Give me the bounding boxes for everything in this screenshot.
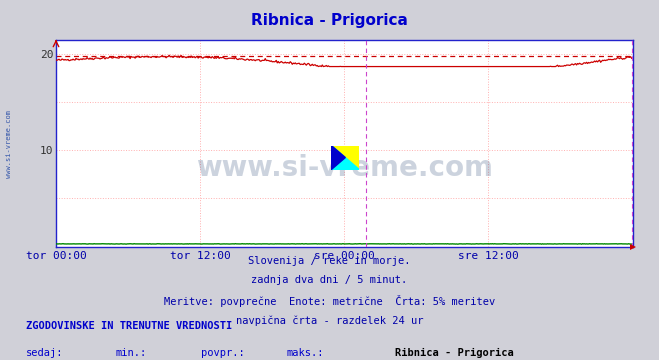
Text: maks.:: maks.: — [287, 348, 324, 358]
Text: www.si-vreme.com: www.si-vreme.com — [5, 110, 12, 178]
Text: navpična črta - razdelek 24 ur: navpična črta - razdelek 24 ur — [236, 315, 423, 325]
Text: Slovenija / reke in morje.: Slovenija / reke in morje. — [248, 256, 411, 266]
Text: zadnja dva dni / 5 minut.: zadnja dva dni / 5 minut. — [251, 275, 408, 285]
Text: sedaj:: sedaj: — [26, 348, 64, 358]
Text: min.:: min.: — [115, 348, 146, 358]
Text: www.si-vreme.com: www.si-vreme.com — [196, 154, 493, 182]
Text: Ribnica - Prigorica: Ribnica - Prigorica — [395, 348, 514, 358]
Text: povpr.:: povpr.: — [201, 348, 244, 358]
Text: ZGODOVINSKE IN TRENUTNE VREDNOSTI: ZGODOVINSKE IN TRENUTNE VREDNOSTI — [26, 321, 233, 331]
Text: Meritve: povprečne  Enote: metrične  Črta: 5% meritev: Meritve: povprečne Enote: metrične Črta:… — [164, 295, 495, 307]
Text: Ribnica - Prigorica: Ribnica - Prigorica — [251, 13, 408, 28]
